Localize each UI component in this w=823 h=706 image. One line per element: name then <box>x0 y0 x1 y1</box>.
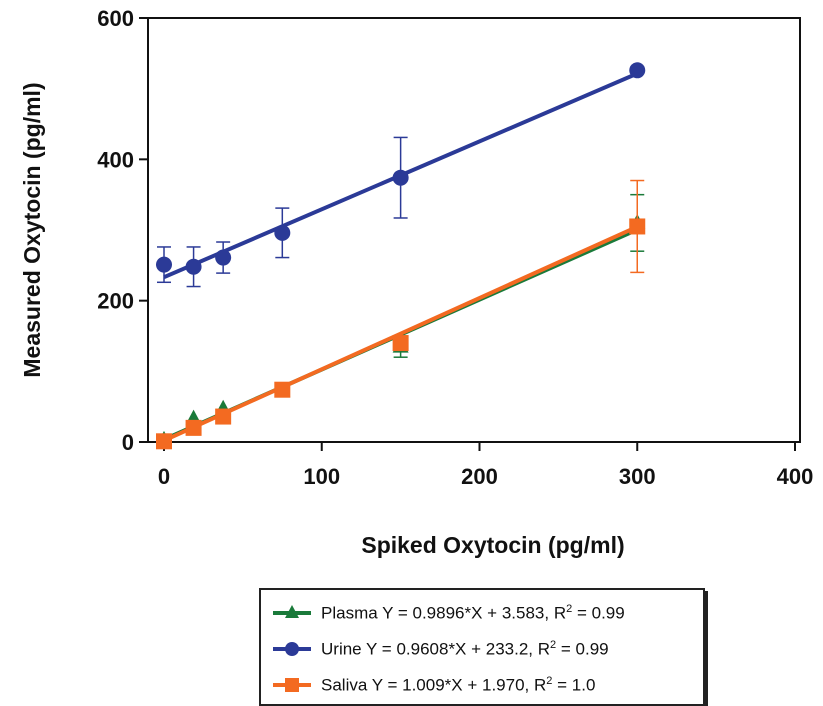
x-axis-title: Spiked Oxytocin (pg/ml) <box>361 532 624 558</box>
x-tick-label: 100 <box>303 464 340 489</box>
legend-item-plasma: Plasma Y = 0.9896*X + 3.583, R2 = 0.99 <box>271 600 625 626</box>
y-tick-label: 400 <box>97 147 134 172</box>
data-point-urine <box>185 258 202 275</box>
legend-key-urine <box>273 642 311 656</box>
series-saliva <box>156 179 646 450</box>
legend-key-plasma <box>273 605 311 618</box>
data-point-saliva <box>156 433 172 450</box>
data-point-saliva <box>274 381 291 398</box>
series-plasma <box>156 193 646 446</box>
fit-line-saliva <box>163 224 639 443</box>
legend-label-saliva: Saliva Y = 1.009*X + 1.970, R2 = 1.0 <box>321 674 596 695</box>
data-point-urine <box>156 256 172 273</box>
data-point-saliva <box>629 218 646 235</box>
x-tick-label: 0 <box>158 464 170 489</box>
legend-label-plasma: Plasma Y = 0.9896*X + 3.583, R2 = 0.99 <box>321 602 625 623</box>
legend-marker-saliva <box>285 678 299 692</box>
data-point-saliva <box>185 419 202 436</box>
data-point-urine <box>629 62 646 79</box>
data-point-urine <box>392 169 409 186</box>
axes: 0 100 200 300 400 0 200 400 600 <box>97 6 813 489</box>
legend-marker-plasma <box>285 605 299 618</box>
y-tick-label: 600 <box>97 6 134 31</box>
x-tick-label: 200 <box>461 464 498 489</box>
plot-frame <box>147 17 801 443</box>
x-tick-label: 300 <box>619 464 656 489</box>
series-urine <box>156 62 646 288</box>
data-point-urine <box>274 224 291 241</box>
x-tick-label: 400 <box>777 464 814 489</box>
data-point-urine <box>215 249 232 266</box>
data-point-saliva <box>215 408 232 425</box>
legend-key-saliva <box>273 678 311 692</box>
legend: Plasma Y = 0.9896*X + 3.583, R2 = 0.99 U… <box>259 588 705 706</box>
legend-item-saliva: Saliva Y = 1.009*X + 1.970, R2 = 1.0 <box>271 672 595 698</box>
y-tick-label: 0 <box>122 430 134 455</box>
series-layer <box>156 62 646 450</box>
data-point-saliva <box>392 335 409 352</box>
y-tick-label: 200 <box>97 289 134 314</box>
legend-item-urine: Urine Y = 0.9608*X + 233.2, R2 = 0.99 <box>271 636 609 662</box>
legend-label-urine: Urine Y = 0.9608*X + 233.2, R2 = 0.99 <box>321 638 609 659</box>
legend-marker-urine <box>285 642 299 656</box>
y-axis-title: Measured Oxytocin (pg/ml) <box>19 82 45 377</box>
